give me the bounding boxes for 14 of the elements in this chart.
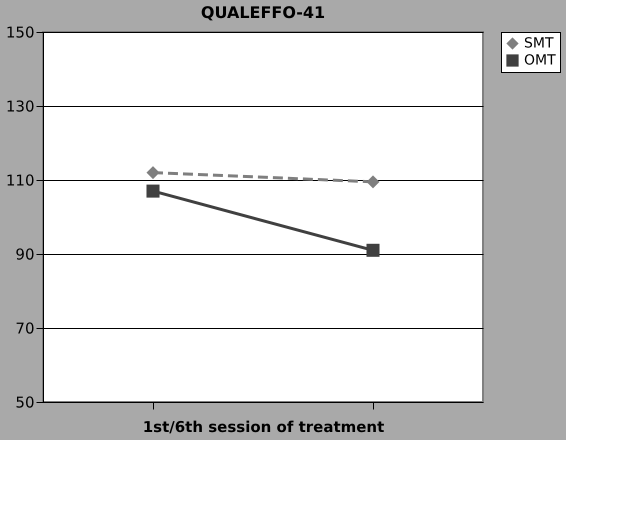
point [146,166,160,180]
point [366,244,380,257]
chart-title: QUALEFFO-41 [200,3,326,22]
y-tick-label: 130 [6,98,34,116]
legend-label: OMT [524,52,556,68]
legend-label: SMT [524,36,554,52]
point [146,184,160,198]
y-tick-label: 50 [15,394,34,412]
point [366,175,380,188]
y-tick-label: 150 [6,24,34,42]
x-axis-title: 1st/6th session of treatment [142,418,384,436]
y-tick-label: 70 [15,320,34,338]
y-tick-label: 110 [6,172,34,190]
y-tick-label: 90 [15,246,34,264]
